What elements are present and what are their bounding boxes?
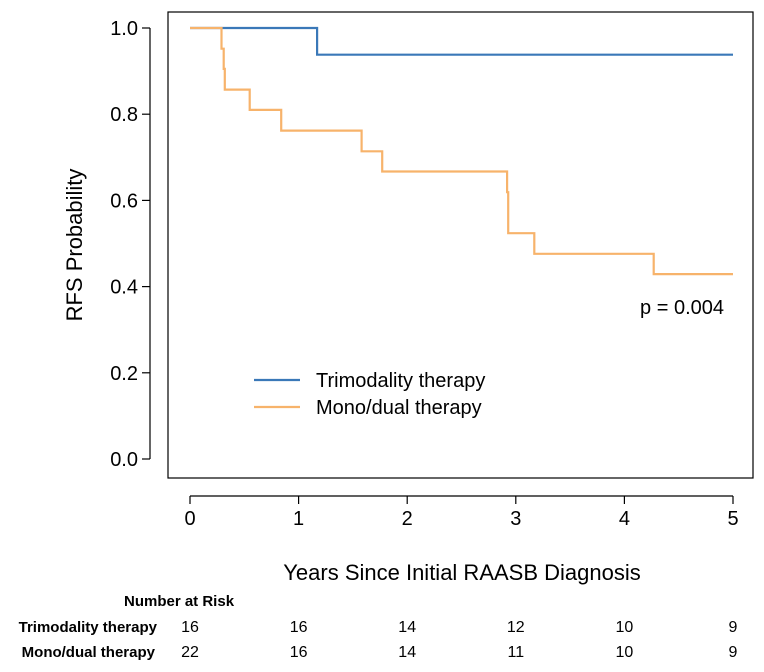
x-tick-label-4: 4 — [619, 508, 630, 530]
y-axis-label: RFS Probability — [62, 169, 87, 322]
risk-row-label-monodual: Mono/dual therapy — [22, 644, 156, 661]
y-tick-label-2: 0.4 — [110, 277, 138, 299]
risk-value-1-2: 14 — [398, 644, 416, 661]
risk-value-1-4: 10 — [616, 644, 634, 661]
risk-value-1-0: 22 — [181, 644, 199, 661]
risk-table-title: Number at Risk — [124, 593, 235, 610]
risk-value-1-5: 9 — [729, 644, 738, 661]
x-tick-label-3: 3 — [510, 508, 521, 530]
risk-value-1-3: 11 — [507, 644, 524, 661]
y-tick-label-1: 0.2 — [110, 363, 138, 385]
km-curve-1 — [190, 26, 733, 276]
risk-value-0-0: 16 — [181, 619, 199, 636]
x-tick-label-5: 5 — [727, 508, 738, 530]
legend-label-trimodality: Trimodality therapy — [316, 370, 485, 392]
risk-value-0-1: 16 — [290, 619, 308, 636]
risk-value-0-2: 14 — [398, 619, 416, 636]
risk-row-label-trimodality: Trimodality therapy — [19, 619, 158, 636]
risk-value-1-1: 16 — [290, 644, 308, 661]
risk-value-0-5: 9 — [729, 619, 738, 636]
x-tick-label-1: 1 — [293, 508, 304, 530]
y-tick-label-0: 0.0 — [110, 449, 138, 471]
p-value-annotation: p = 0.004 — [640, 297, 724, 319]
y-tick-label-5: 1.0 — [110, 18, 138, 40]
km-curve-0 — [190, 26, 733, 56]
x-axis-label: Years Since Initial RAASB Diagnosis — [283, 560, 640, 585]
risk-value-0-3: 12 — [507, 619, 525, 636]
x-tick-label-0: 0 — [184, 508, 195, 530]
legend-label-monodual: Mono/dual therapy — [316, 397, 482, 419]
legend: Trimodality therapy Mono/dual therapy — [254, 370, 485, 419]
plot-frame — [167, 11, 754, 479]
risk-value-0-4: 10 — [616, 619, 634, 636]
x-tick-label-2: 2 — [402, 508, 413, 530]
y-tick-label-4: 0.8 — [110, 104, 138, 126]
y-tick-label-3: 0.6 — [110, 190, 138, 212]
